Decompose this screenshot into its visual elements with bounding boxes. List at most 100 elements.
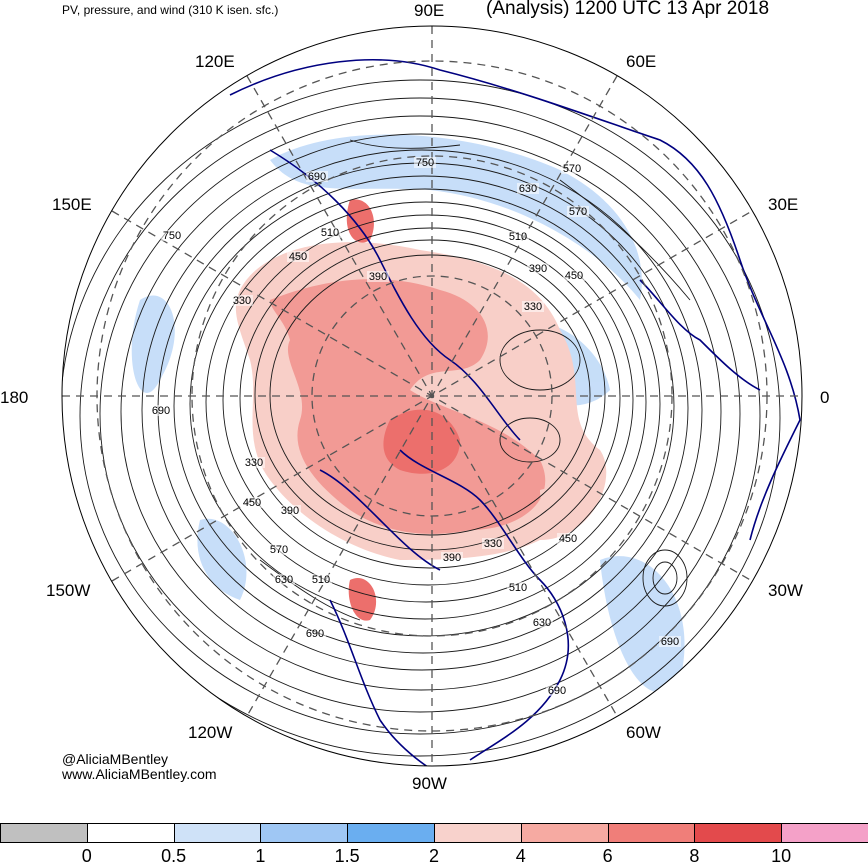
contour-label-bg bbox=[507, 231, 529, 242]
contour-label-bg bbox=[563, 270, 585, 281]
contour-label-bg bbox=[304, 628, 326, 639]
contour-label-bg bbox=[161, 230, 183, 241]
map-title: PV, pressure, and wind (310 K isen. sfc.… bbox=[62, 3, 279, 17]
contour-label: 450 bbox=[289, 251, 307, 263]
contour-label: 510 bbox=[509, 582, 527, 594]
colorbar-tick-label: 6 bbox=[602, 846, 613, 866]
contour-label: 690 bbox=[308, 171, 326, 183]
contour-label: 570 bbox=[563, 163, 581, 175]
contour-label: 690 bbox=[306, 628, 324, 640]
contour-label-bg bbox=[306, 171, 328, 182]
contour-label-bg bbox=[441, 552, 463, 563]
lon-label-90e: 90E bbox=[414, 1, 445, 20]
contour-label-bg bbox=[243, 457, 265, 468]
contour-label-bg bbox=[567, 206, 589, 217]
credit-website: www.AliciaMBentley.com bbox=[62, 766, 217, 782]
contour-label-bg bbox=[279, 505, 301, 516]
contour-label: 450 bbox=[243, 497, 261, 509]
contour-label: 390 bbox=[529, 263, 547, 275]
contour-label-bg bbox=[527, 263, 549, 274]
colorbar-tick-label: 1 bbox=[255, 846, 266, 866]
contour-label-bg bbox=[273, 574, 295, 585]
colorbar-tick-label: 8 bbox=[689, 846, 700, 866]
contour-label: 330 bbox=[245, 457, 263, 469]
contour-label-bg bbox=[531, 617, 553, 628]
colorbar-cell bbox=[86, 823, 175, 843]
colorbar-cell bbox=[781, 823, 868, 843]
colorbar-cell bbox=[0, 823, 88, 843]
colorbar-tick-label: 4 bbox=[515, 846, 526, 866]
contour-label: 630 bbox=[519, 183, 537, 195]
contour-label-bg bbox=[241, 497, 263, 508]
contour-label: 750 bbox=[163, 230, 181, 242]
contour-label: 390 bbox=[443, 552, 461, 564]
lon-label-150e: 150E bbox=[52, 195, 92, 214]
contour-label-bg bbox=[268, 544, 290, 555]
contour-label: 690 bbox=[661, 636, 679, 648]
contour-label-bg bbox=[319, 227, 341, 238]
colorbar-tick-label: 0.5 bbox=[161, 846, 187, 866]
lon-label-180: 180 bbox=[0, 388, 29, 407]
pv-colorbar bbox=[0, 823, 868, 845]
contour-label-bg bbox=[310, 574, 332, 585]
contour-label: 630 bbox=[275, 574, 293, 586]
colorbar-cell bbox=[434, 823, 522, 843]
contour-label-bg bbox=[287, 251, 309, 262]
contour-label-bg bbox=[659, 636, 681, 647]
credit-handle: @AliciaMBentley bbox=[62, 751, 169, 767]
contour-label: 330 bbox=[484, 538, 502, 550]
colorbar-tick-label: 2 bbox=[428, 846, 440, 866]
map-boundary bbox=[61, 25, 803, 767]
contour-label-bg bbox=[414, 157, 436, 168]
colorbar-cell bbox=[694, 823, 783, 843]
lon-label-0: 0 bbox=[820, 388, 830, 407]
contour-label-bg bbox=[367, 271, 389, 282]
contour-label-bg bbox=[561, 163, 583, 174]
contour-label: 510 bbox=[321, 227, 339, 239]
lon-label-60w: 60W bbox=[626, 723, 661, 742]
colorbar-cell bbox=[520, 823, 609, 843]
colorbar-tick-label: 1.5 bbox=[334, 846, 360, 866]
colorbar-tick-label: 10 bbox=[771, 846, 792, 866]
contour-label: 690 bbox=[152, 405, 170, 417]
lon-label-30e: 30E bbox=[768, 195, 799, 214]
lon-label-30w: 30W bbox=[768, 581, 803, 600]
contour-label: 630 bbox=[533, 617, 551, 629]
contour-label: 510 bbox=[509, 231, 527, 243]
contour-labels: 690 570 750 630 570 510 510 390 450 390 330 450 330 7… bbox=[150, 157, 681, 697]
contour-label: 390 bbox=[281, 505, 299, 517]
lon-label-90w: 90W bbox=[412, 774, 447, 793]
lon-label-120w: 120W bbox=[188, 723, 233, 742]
contour-label-bg bbox=[557, 533, 579, 544]
contour-label-bg bbox=[231, 295, 253, 306]
contour-label: 450 bbox=[565, 270, 583, 282]
contour-label: 570 bbox=[270, 544, 288, 556]
contour-label-bg bbox=[522, 301, 544, 312]
pv-high-shading bbox=[235, 199, 607, 621]
lon-label-120e: 120E bbox=[195, 52, 235, 71]
lon-label-60e: 60E bbox=[626, 52, 657, 71]
contour-label-bg bbox=[507, 582, 529, 593]
analysis-time: (Analysis) 1200 UTC 13 Apr 2018 bbox=[486, 0, 770, 19]
contour-label: 330 bbox=[233, 295, 251, 307]
graticule bbox=[62, 26, 802, 766]
lon-label-150w: 150W bbox=[46, 581, 91, 600]
contour-label: 390 bbox=[369, 271, 387, 283]
contour-label: 510 bbox=[312, 574, 330, 586]
contour-label-bg bbox=[482, 538, 504, 549]
colorbar-cell bbox=[260, 823, 349, 843]
contour-label: 450 bbox=[559, 533, 577, 545]
colorbar-cell bbox=[173, 823, 262, 843]
contour-label-bg bbox=[546, 685, 568, 696]
pressure-contours bbox=[62, 79, 781, 757]
contour-label: 330 bbox=[524, 301, 542, 313]
colorbar-cell bbox=[607, 823, 696, 843]
colorbar-tick-label: 0 bbox=[81, 846, 92, 866]
contour-label: 690 bbox=[548, 685, 566, 697]
contour-label: 750 bbox=[416, 157, 434, 169]
contour-label-bg bbox=[150, 405, 172, 416]
contour-label-bg bbox=[517, 183, 539, 194]
colorbar-cell bbox=[347, 823, 435, 843]
contour-label: 570 bbox=[569, 206, 587, 218]
